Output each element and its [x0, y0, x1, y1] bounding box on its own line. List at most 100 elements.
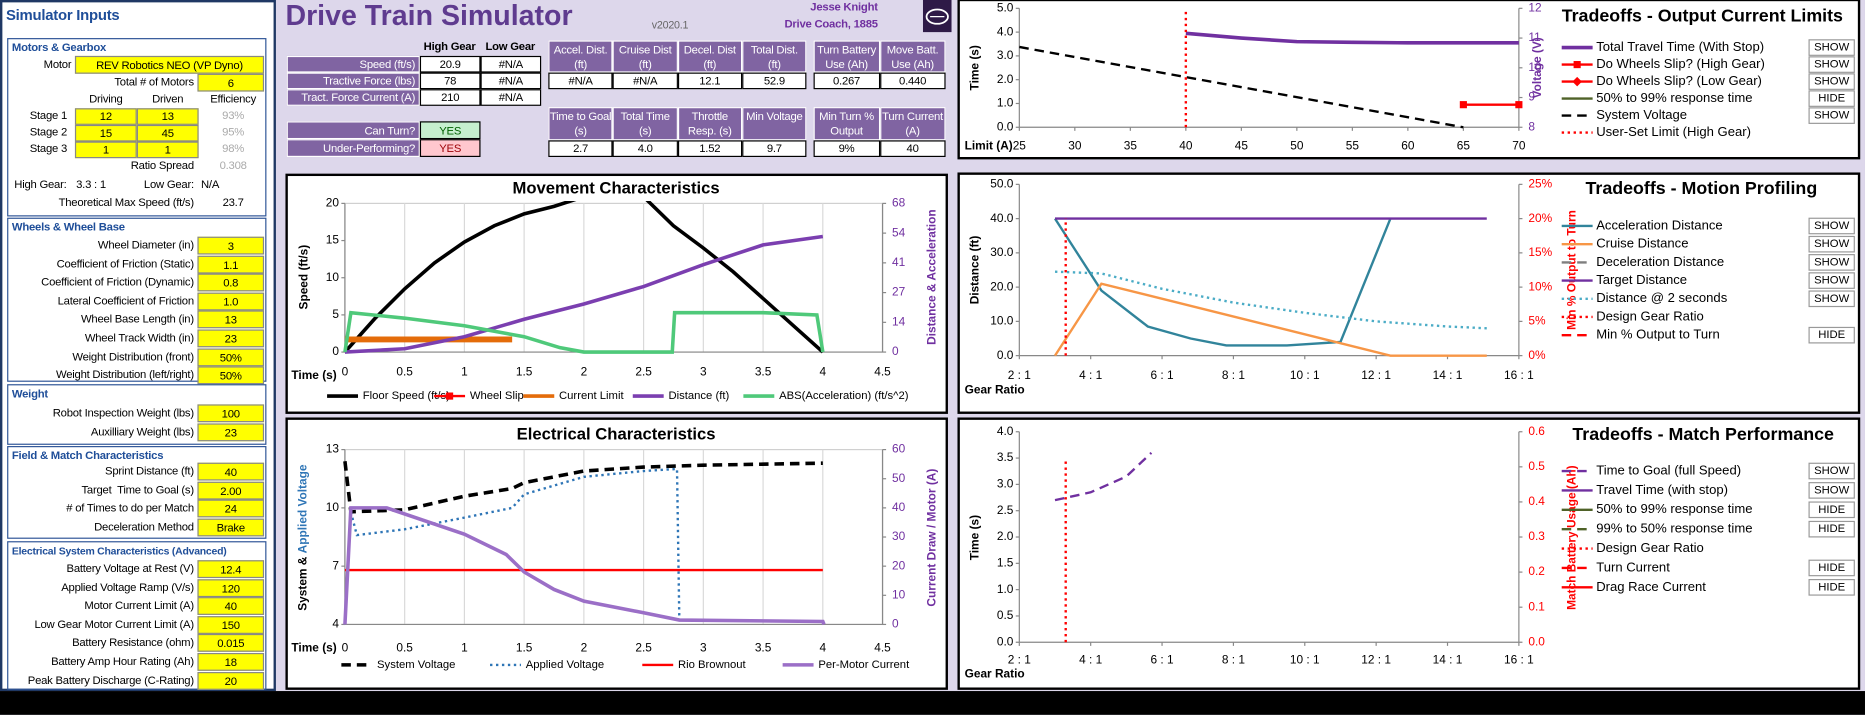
- toggle-button-label[interactable]: SHOW: [1814, 110, 1849, 122]
- column-header: Turn Current (A): [879, 107, 946, 141]
- toggle-button-label[interactable]: SHOW: [1814, 484, 1849, 496]
- y2-axis-label: Match Battery Usage (Ah): [1565, 465, 1579, 610]
- toggle-button[interactable]: [1808, 272, 1855, 289]
- legend-label: Do Wheels Slip? (High Gear): [1596, 56, 1765, 71]
- legend-label: Do Wheels Slip? (Low Gear): [1596, 73, 1762, 88]
- toggle-button[interactable]: [1808, 107, 1855, 124]
- legend-marker: [446, 392, 454, 400]
- toggle-button-label[interactable]: HIDE: [1818, 562, 1845, 574]
- chart-title: Tradeoffs - Motion Profiling: [1585, 178, 1817, 198]
- series-line: [1054, 217, 1392, 347]
- toggle-button-label[interactable]: SHOW: [1814, 238, 1849, 250]
- x-tick-label: 10 : 1: [1290, 652, 1320, 666]
- legend-label: 99% to 50% response time: [1596, 521, 1752, 536]
- column-header: Min Voltage: [742, 107, 807, 141]
- toggle-button-label[interactable]: SHOW: [1814, 59, 1849, 71]
- toggle-button[interactable]: [1808, 217, 1855, 235]
- toggle-button-label[interactable]: SHOW: [1814, 76, 1849, 88]
- y-axis-label: Speed (ft/s): [297, 245, 311, 310]
- x-tick-label: 1: [461, 364, 468, 378]
- efficiency: 93%: [222, 109, 245, 123]
- y2-tick-label: 0.3: [1528, 529, 1545, 543]
- x-axis-label: Limit (A): [965, 138, 1013, 152]
- section-box: [7, 38, 267, 217]
- legend-label: 50% to 99% response time: [1596, 501, 1752, 516]
- y-axis-label: Time (s): [967, 515, 981, 560]
- input-label: Theoretical Max Speed (ft/s): [58, 196, 194, 210]
- stage-label: Stage 1: [29, 109, 68, 123]
- series-line: [344, 234, 824, 354]
- toggle-button[interactable]: [1808, 462, 1855, 480]
- input-label: Battery Voltage at Rest (V): [66, 562, 194, 576]
- x-tick-label: 2.5: [635, 640, 652, 654]
- input-cell: 24: [197, 499, 265, 518]
- toggle-button-label[interactable]: HIDE: [1818, 523, 1845, 535]
- series-line: [343, 461, 823, 514]
- y2-tick-label: 14: [892, 314, 906, 328]
- y-tick-label: 1.0: [997, 96, 1014, 110]
- y-tick-label: 2.0: [997, 529, 1014, 543]
- input-label: Coefficient of Friction (Dynamic): [41, 276, 194, 290]
- toggle-button[interactable]: [1808, 90, 1855, 107]
- input-cell: 50%: [197, 366, 265, 385]
- toggle-button-label[interactable]: HIDE: [1818, 93, 1845, 105]
- toggle-button-label[interactable]: SHOW: [1814, 42, 1849, 54]
- toggle-button[interactable]: [1808, 482, 1855, 499]
- toggle-button-label[interactable]: SHOW: [1814, 256, 1849, 268]
- toggle-button-label[interactable]: SHOW: [1814, 293, 1849, 305]
- toggle-button[interactable]: [1808, 559, 1855, 577]
- toggle-button[interactable]: [1808, 39, 1855, 56]
- x-axis-label: Gear Ratio: [965, 667, 1025, 681]
- toggle-button-label[interactable]: HIDE: [1818, 504, 1845, 516]
- input-cell: 120: [197, 578, 265, 597]
- input-label: Peak Battery Discharge (C-Rating): [27, 673, 194, 687]
- toggle-button[interactable]: [1808, 501, 1855, 519]
- panel-title: Simulator Inputs: [5, 7, 120, 24]
- toggle-button-label[interactable]: SHOW: [1814, 220, 1849, 232]
- legend-label: Distance @ 2 seconds: [1596, 290, 1728, 305]
- toggle-button[interactable]: [1808, 579, 1855, 596]
- x-tick-label: 1: [461, 640, 468, 654]
- toggle-button-label[interactable]: HIDE: [1818, 329, 1845, 341]
- toggle-button[interactable]: [1808, 254, 1855, 271]
- toggle-button[interactable]: [1808, 290, 1855, 308]
- check-cell: YES: [419, 121, 481, 140]
- column-header: Accel. Dist. (ft): [548, 40, 613, 73]
- toggle-button[interactable]: [1808, 73, 1855, 90]
- y-axis-label-part: System &: [295, 553, 309, 610]
- legend-label: Time to Goal (full Speed): [1596, 462, 1741, 477]
- column-header: Min Turn % Output: [813, 107, 880, 141]
- toggle-button[interactable]: [1808, 56, 1855, 73]
- y-tick-label: 4.0: [997, 24, 1014, 38]
- section-title: Motors & Gearbox: [11, 41, 107, 55]
- column-header: Total Dist. (ft): [742, 40, 807, 73]
- y-tick-label: 3.5: [997, 450, 1014, 464]
- y2-tick-label: 68: [892, 196, 906, 210]
- x-tick-label: 40: [1179, 138, 1193, 152]
- series-line: [343, 310, 825, 354]
- toggle-button[interactable]: [1808, 326, 1855, 344]
- x-tick-label: 16 : 1: [1504, 368, 1534, 382]
- x-tick-label: 14 : 1: [1433, 652, 1463, 666]
- toggle-button[interactable]: [1808, 520, 1855, 538]
- x-tick-label: 4 : 1: [1079, 652, 1103, 666]
- x-tick-label: 50: [1290, 138, 1304, 152]
- toggle-button-label[interactable]: SHOW: [1814, 465, 1849, 477]
- x-tick-label: 6 : 1: [1150, 652, 1174, 666]
- output-label: Tractive Force (lbs): [286, 72, 420, 90]
- legend-label: Design Gear Ratio: [1596, 308, 1704, 323]
- input-cell: 2.00: [197, 481, 265, 500]
- toggle-button-label[interactable]: HIDE: [1818, 581, 1845, 593]
- y2-tick-label: 0.6: [1528, 424, 1545, 438]
- y2-tick-label: 27: [892, 285, 905, 299]
- toggle-button-label[interactable]: SHOW: [1814, 275, 1849, 287]
- output-cell: 0.267: [813, 72, 880, 90]
- point-marker: [1515, 101, 1523, 109]
- y2-tick-label: 12: [1528, 0, 1541, 14]
- x-tick-label: 0.5: [396, 364, 413, 378]
- column-header: Throttle Resp. (s): [677, 107, 743, 141]
- toggle-button[interactable]: [1808, 235, 1855, 253]
- legend-label: Per-Motor Current: [818, 659, 910, 671]
- x-tick-label: 60: [1401, 138, 1415, 152]
